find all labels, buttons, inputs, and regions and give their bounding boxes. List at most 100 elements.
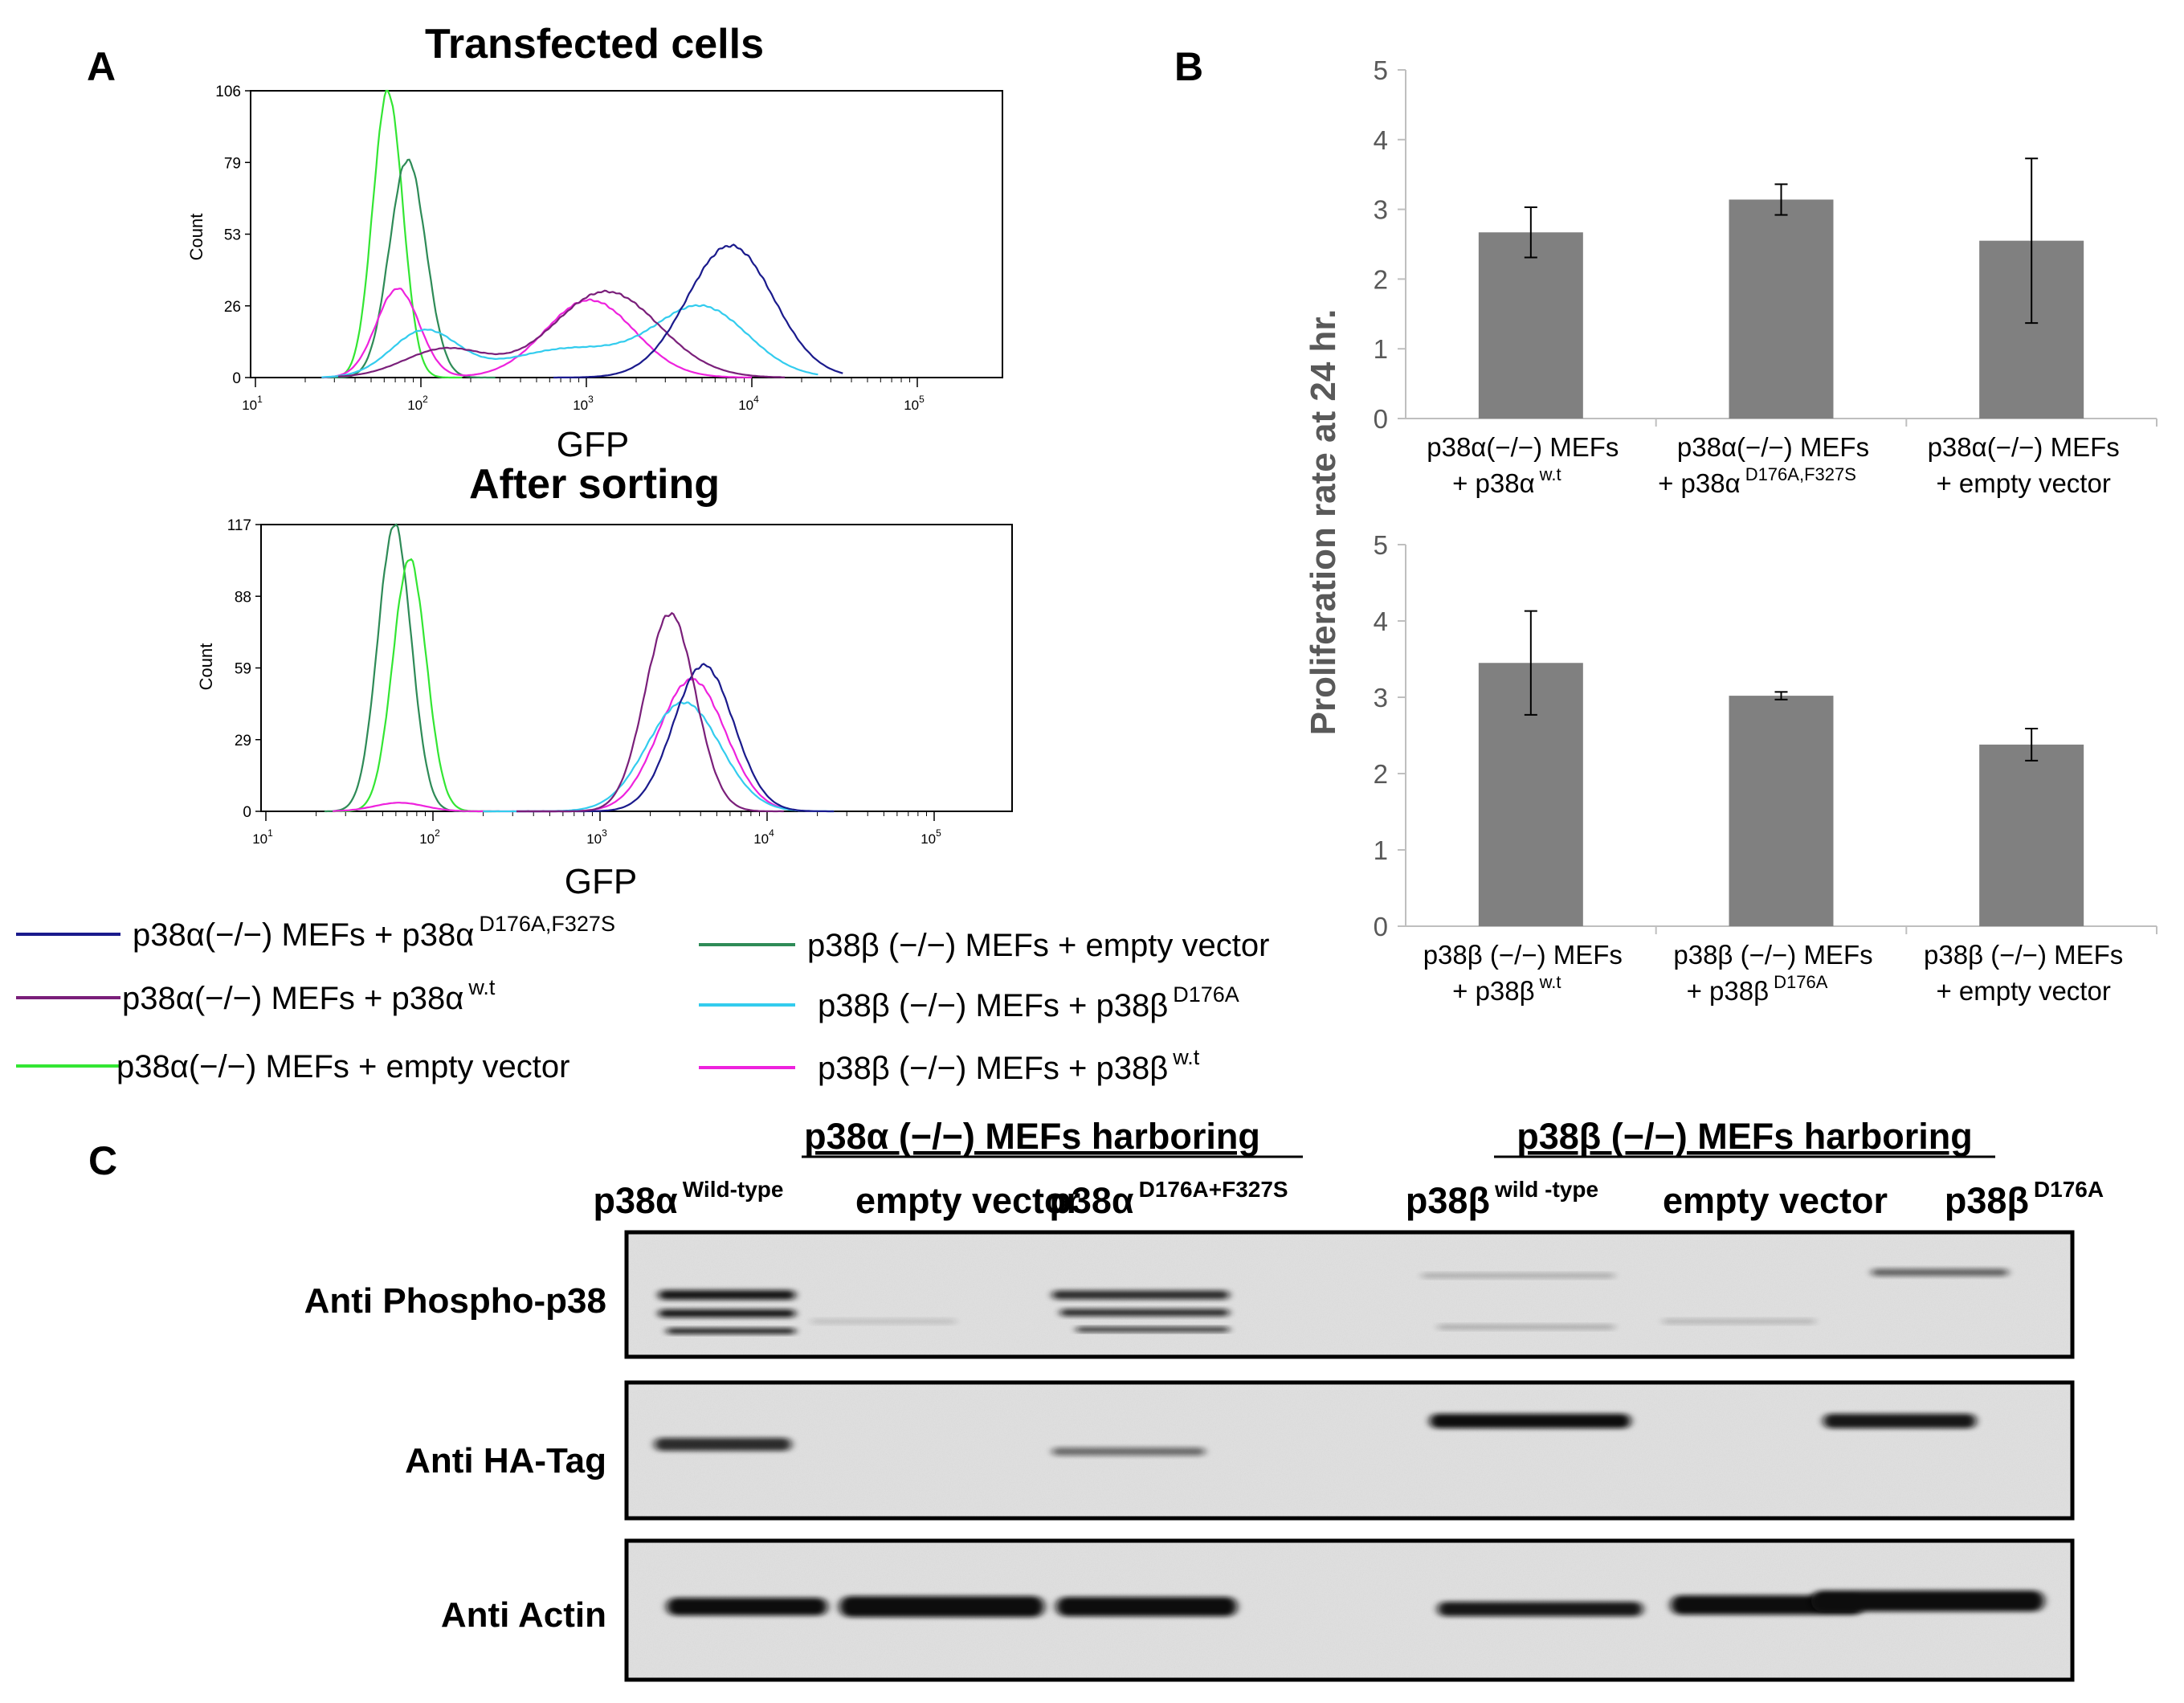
- legend-entry-sup: w.t: [1172, 1045, 1200, 1069]
- flow-curve-cyan: [321, 304, 818, 378]
- flow-curves-transfected: [321, 89, 843, 379]
- bar-category-label-base: + empty vector: [1936, 976, 2110, 1006]
- legend-entry-sup: w.t: [467, 975, 496, 999]
- flow-xlabel-transfected: GFP: [557, 425, 629, 464]
- blot-band: [1438, 1602, 1643, 1616]
- blot-band: [839, 1596, 1044, 1617]
- flow-xtick-exp: 1: [257, 394, 263, 405]
- bar-category-label-base: + p38β: [1687, 976, 1769, 1006]
- flow-xtick-exp: 3: [602, 827, 607, 839]
- flow-xtick-label: 105: [921, 827, 941, 847]
- bar-ytick-label: 4: [1374, 606, 1388, 636]
- flow-xtick-exp: 4: [753, 394, 759, 405]
- blot-lane-label-sup: D176A: [2034, 1177, 2104, 1202]
- flow-curve-cyan: [483, 700, 835, 813]
- flow-yticks-sorted: 0 29 59 88 117: [227, 517, 261, 821]
- blot-lane-label: p38β D176A: [1945, 1177, 2104, 1221]
- blot-band: [811, 1319, 956, 1324]
- blot-lane-label-base: empty vector: [855, 1180, 1080, 1221]
- blot-group-label-p38alpha: p38α (−/−) MEFs harboring: [804, 1116, 1260, 1157]
- flow-xtick-label: 102: [419, 827, 440, 847]
- bar-category-label-sup: D176A: [1774, 972, 1828, 992]
- flow-xtick-base: 10: [573, 398, 588, 413]
- blot-band: [1422, 1273, 1615, 1278]
- bar-ytick-label: 2: [1374, 264, 1388, 294]
- bar-category-label: p38α(−/−) MEFs: [1928, 432, 2120, 462]
- blot-band: [1056, 1597, 1237, 1616]
- bar-category-label-sup: w.t: [1539, 972, 1561, 992]
- blot-row-label: Anti Phospho-p38: [304, 1281, 606, 1321]
- blot-band: [1076, 1327, 1229, 1332]
- blot-row: Anti Actin: [441, 1538, 2075, 1682]
- blot-lane-label-sup: D176A+F327S: [1139, 1177, 1288, 1202]
- blot-lane-label-base: p38α: [1049, 1180, 1134, 1221]
- flow-ytick-label: 59: [235, 661, 251, 678]
- panel-label-c: C: [88, 1138, 117, 1183]
- flow-xtick-exp: 5: [919, 394, 925, 405]
- flow-xtick-label: 101: [252, 827, 273, 847]
- bar-ytick-label: 0: [1374, 912, 1388, 941]
- flow-xtick-label: 103: [573, 394, 594, 413]
- bar-category-label: + p38α D176A,F327S: [1658, 464, 1856, 498]
- legend-entry: p38α(−/−) MEFs + p38α D176A,F327S: [133, 912, 615, 953]
- bar-chart-ylabel: Proliferation rate at 24 hr.: [1304, 309, 1343, 736]
- flow-xtick-label: 103: [586, 827, 607, 847]
- flow-plot-frame-sorted: [260, 524, 1013, 812]
- blot-lane-label: p38β wild -type: [1406, 1177, 1598, 1221]
- bar: [1979, 744, 2084, 926]
- flow-xtick-label: 105: [904, 394, 925, 413]
- bar-category-label: p38β (−/−) MEFs: [1423, 940, 1623, 970]
- bar-ytick-label: 3: [1374, 683, 1388, 713]
- blot-band: [659, 1290, 795, 1300]
- legend-entry-base: p38α(−/−) MEFs + empty vector: [116, 1049, 569, 1084]
- flow-ytick-label: 117: [227, 517, 251, 534]
- flow-xtick-exp: 2: [423, 394, 428, 405]
- flow-xtick-base: 10: [904, 398, 919, 413]
- flow-xtick-exp: 3: [588, 394, 594, 405]
- blot-lane-label-sup: wild -type: [1494, 1177, 1598, 1202]
- blot-band: [1052, 1290, 1229, 1300]
- blot-row: Anti HA-Tag: [405, 1380, 2075, 1521]
- blot-membrane-noise: [627, 1382, 2072, 1518]
- flow-ytick-label: 88: [235, 589, 251, 606]
- bar-ytick-label: 5: [1374, 530, 1388, 560]
- flow-xtick-exp: 4: [769, 827, 774, 839]
- flow-curves-sorted: [324, 523, 835, 813]
- blot-group-label-p38beta: p38β (−/−) MEFs harboring: [1517, 1116, 1973, 1157]
- bar-ytick-label: 0: [1374, 404, 1388, 434]
- flow-legend: p38α(−/−) MEFs + p38α D176A,F327S p38α(−/−…: [16, 912, 1269, 1086]
- blot-frame: [624, 1380, 2075, 1521]
- bar-category-label-base: + p38α: [1658, 468, 1741, 498]
- flow-ytick-label: 53: [224, 227, 241, 244]
- blot-band: [1430, 1414, 1631, 1428]
- blot-lane-label: p38α D176A+F327S: [1049, 1177, 1288, 1221]
- flow-xtick-base: 10: [242, 398, 257, 413]
- flow-xtick-base: 10: [921, 831, 936, 847]
- blot-band: [1663, 1319, 1815, 1324]
- flow-ylabel-transfected: Count: [186, 214, 206, 261]
- flow-xtick-label: 101: [242, 394, 263, 413]
- flow-curve-purple: [516, 611, 784, 813]
- bar-category-label: p38β (−/−) MEFs: [1924, 940, 2123, 970]
- flow-xticks-transfected: 101 102 103 104 105: [242, 378, 925, 413]
- flow-ytick-label: 29: [235, 733, 251, 749]
- flow-ytick-label: 0: [243, 804, 251, 821]
- bar: [1729, 199, 1834, 419]
- bar-ytick-label: 1: [1374, 334, 1388, 364]
- bar-ytick-label: 4: [1374, 125, 1388, 155]
- flow-ytick-label: 106: [215, 84, 241, 100]
- blot-row: Anti Phospho-p38: [304, 1230, 2075, 1359]
- blot-band: [667, 1328, 795, 1334]
- blot-lane-label: empty vector: [855, 1180, 1080, 1221]
- blot-lane-label: p38α Wild-type: [594, 1177, 784, 1221]
- panel-label-a: A: [87, 44, 116, 89]
- flow-title-sorted: After sorting: [469, 461, 720, 508]
- blot-band: [655, 1438, 791, 1451]
- bar-ytick-label: 5: [1374, 55, 1388, 85]
- bar-category-label: p38α(−/−) MEFs: [1677, 432, 1869, 462]
- blot-band: [667, 1598, 827, 1615]
- legend-entry: p38α(−/−) MEFs + empty vector: [116, 1049, 569, 1084]
- bar-category-label: + p38α w.t: [1452, 464, 1561, 498]
- flow-xtick-base: 10: [252, 831, 267, 847]
- blot-lane-label-base: p38β: [1945, 1180, 2029, 1221]
